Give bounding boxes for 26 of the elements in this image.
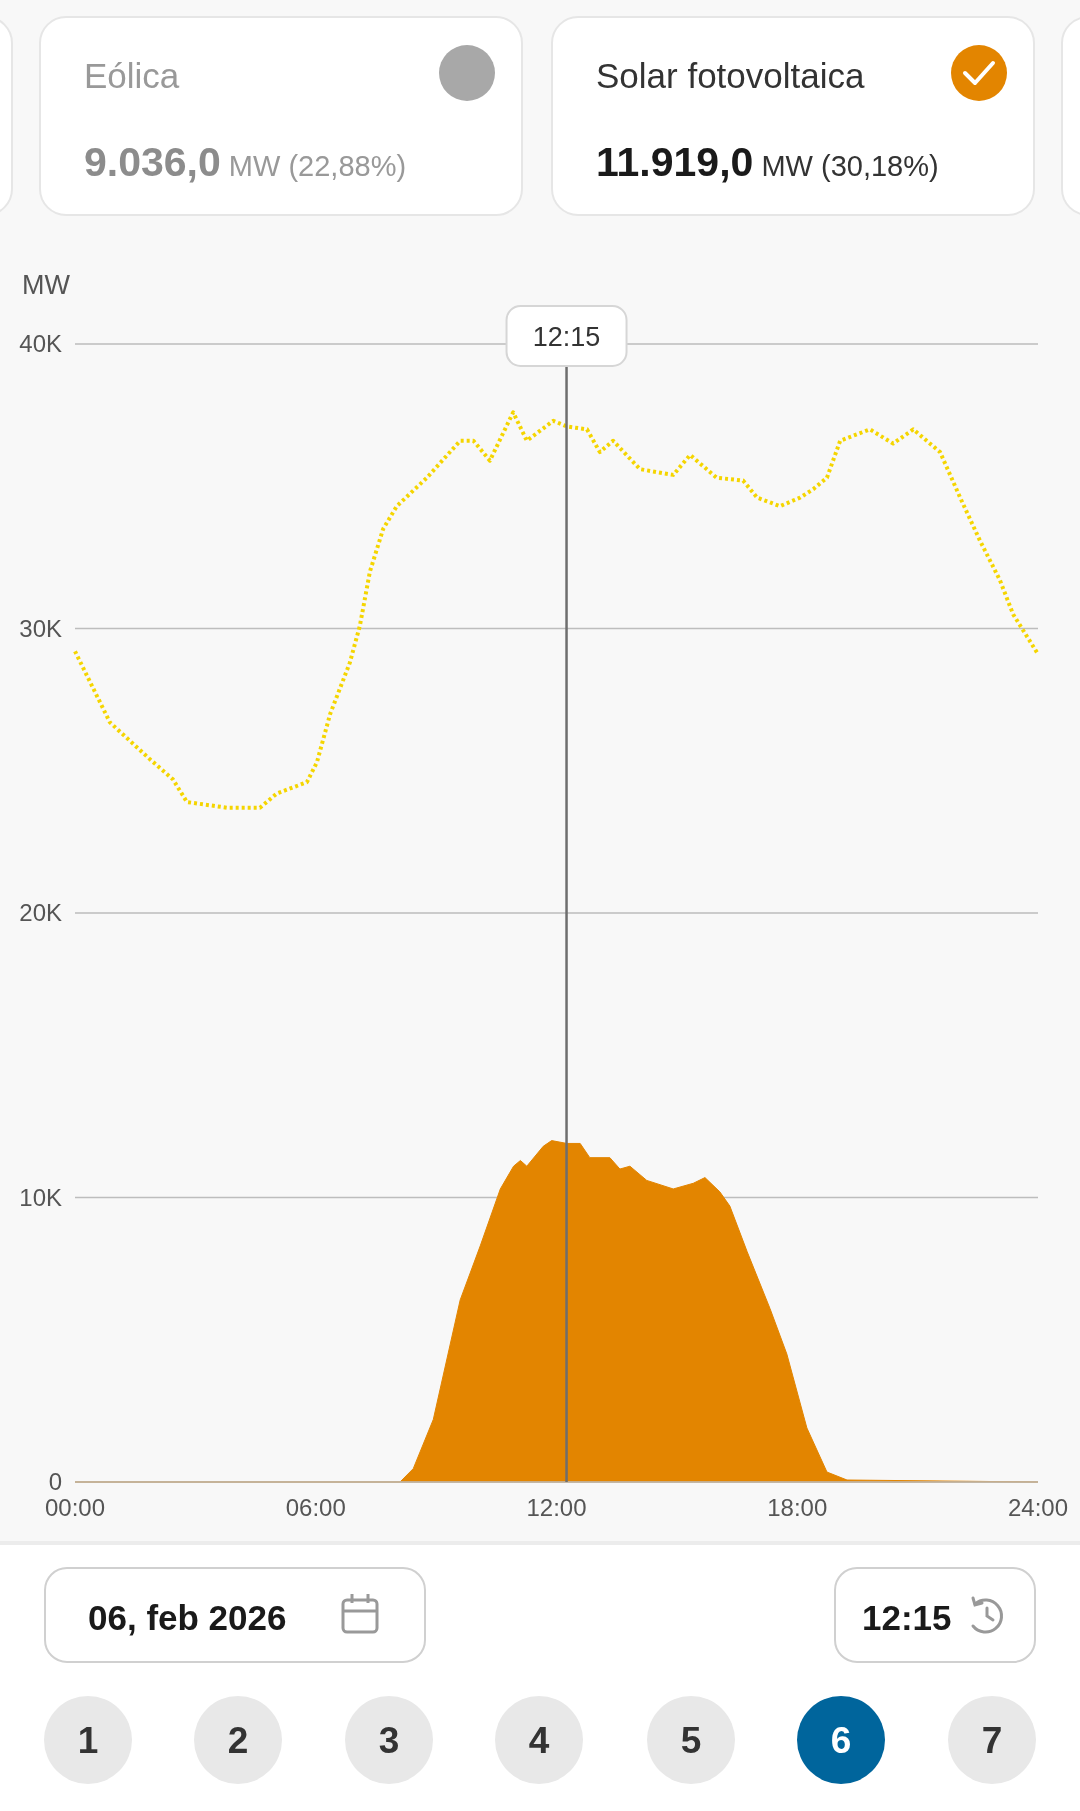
y-tick-label: 0 [48, 1468, 62, 1495]
text: 6 [830, 1720, 852, 1761]
text: 3 [378, 1720, 400, 1761]
text: 4 [528, 1720, 550, 1761]
x-tick-label: 24:00 [1007, 1494, 1069, 1521]
line-series [73, 410, 1040, 810]
y-axis-title: MW [22, 270, 71, 300]
text: 5 [680, 1720, 702, 1761]
y-tick-label: 30K [19, 614, 62, 642]
y-tick-label: 20K [19, 899, 62, 926]
text: 11.919,0 MW (30,18%) [596, 139, 939, 185]
x-tick-label: 06:00 [285, 1494, 346, 1521]
text: 7 [981, 1720, 1003, 1761]
text: Eólica [84, 56, 180, 95]
text: 12:15 [862, 1598, 952, 1637]
x-tick-label: 12:00 [526, 1494, 587, 1521]
text: 1 [77, 1720, 99, 1761]
x-tick-label: 18:00 [767, 1494, 828, 1521]
y-tick-label: 40K [19, 330, 62, 357]
text: 2 [227, 1720, 249, 1761]
x-tick-label: 00:00 [44, 1494, 106, 1521]
text: 9.036,0 MW (22,88%) [84, 139, 407, 185]
ref-line-label: 12:15 [532, 322, 601, 352]
text: 06, feb 2026 [88, 1598, 287, 1637]
text: Solar fotovoltaica [596, 56, 866, 95]
y-tick-label: 10K [19, 1183, 62, 1211]
